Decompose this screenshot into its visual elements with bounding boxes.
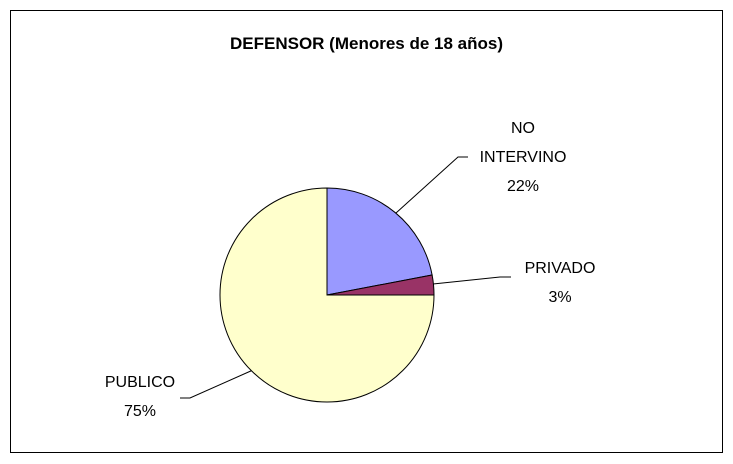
leader-line xyxy=(432,276,511,285)
leader-line xyxy=(395,156,468,214)
slice-value-label: 75% xyxy=(123,403,157,420)
slice-value-label: 22% xyxy=(506,178,540,195)
slice-label: PRIVADO xyxy=(524,260,596,277)
leader-line xyxy=(180,369,254,399)
slice-label: PUBLICO xyxy=(104,374,176,391)
pie-slice xyxy=(219,187,435,403)
pie-slice xyxy=(326,187,433,296)
slice-value-label: 3% xyxy=(548,289,572,306)
chart-title: DEFENSOR (Menores de 18 años) xyxy=(229,34,503,53)
slice-label: NO INTERVINO xyxy=(479,120,567,166)
